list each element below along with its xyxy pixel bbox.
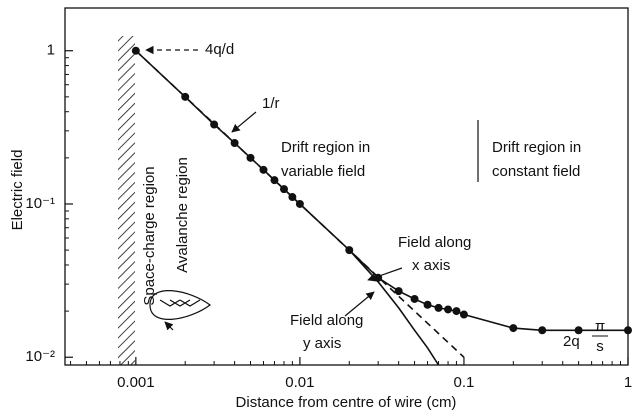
avalanche-icon <box>149 290 212 331</box>
x-tick-label: 0.001 <box>117 374 155 391</box>
data-point <box>444 305 453 314</box>
x-axis-title: Distance from centre of wire (cm) <box>236 394 457 411</box>
y-tick-label: 1 <box>47 42 55 59</box>
data-line <box>135 50 628 332</box>
data-point <box>423 300 432 309</box>
annotation: Field along <box>290 312 363 329</box>
annotation-arrow <box>367 267 403 282</box>
annotation: Space-charge region <box>141 166 158 305</box>
plot-frame <box>64 7 629 366</box>
data-line <box>135 50 465 358</box>
data-point <box>509 324 518 333</box>
annotation-arrow <box>344 291 375 317</box>
annotation-arrow <box>231 111 257 133</box>
annotation: Drift region in <box>492 139 581 156</box>
annotation: s <box>596 338 604 355</box>
data-point <box>410 294 419 303</box>
data-point <box>459 310 468 319</box>
data-point <box>434 303 443 312</box>
annotation: variable field <box>281 163 365 180</box>
data-point <box>394 287 403 296</box>
y-tick-label: 10⁻¹ <box>25 195 55 212</box>
annotation: π <box>595 318 605 335</box>
x-tick-label: 1 <box>624 374 632 391</box>
data-point <box>452 307 461 316</box>
y-tick-label: 10⁻² <box>25 348 55 365</box>
space-charge-hatch <box>118 36 135 365</box>
data-point <box>624 326 632 335</box>
annotation: y axis <box>303 335 341 352</box>
annotation: x axis <box>412 257 450 274</box>
annotation: Drift region in <box>281 139 370 156</box>
data-point <box>574 326 583 335</box>
data-point <box>538 326 547 335</box>
annotation: Avalanche region <box>174 157 191 273</box>
annotation: constant field <box>492 163 580 180</box>
annotation: 1/r <box>262 95 280 112</box>
x-tick-label: 0.1 <box>454 374 475 391</box>
annotation: Field along <box>398 234 471 251</box>
annotation: 2q <box>563 333 580 350</box>
y-axis-title: Electric field <box>9 150 26 231</box>
annotation: 4q/d <box>205 41 234 58</box>
x-tick-label: 0.01 <box>285 374 314 391</box>
